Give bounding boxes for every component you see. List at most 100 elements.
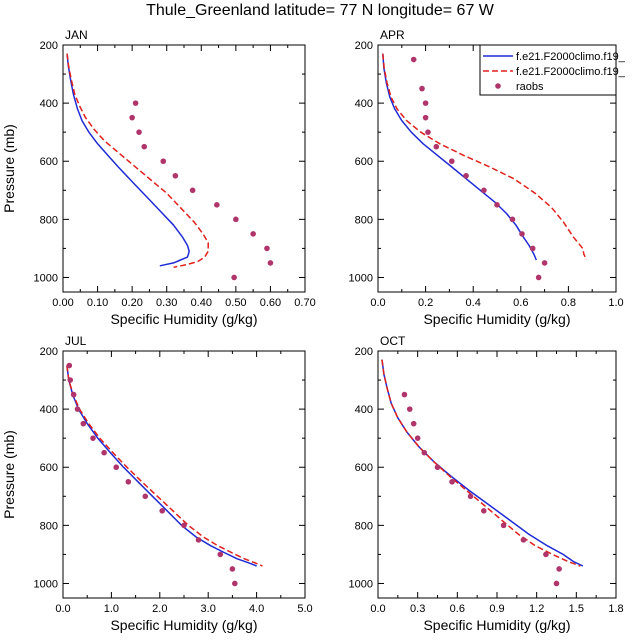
raobs-point	[433, 143, 440, 150]
series-model1-line	[382, 53, 537, 261]
series-model2-line	[381, 359, 581, 567]
y-tick-label: 600	[40, 156, 58, 168]
y-tick-label: 200	[40, 346, 58, 358]
x-tick-label: 0.0	[370, 603, 385, 615]
x-tick-label: 1.0	[104, 603, 119, 615]
raobs-point	[129, 114, 135, 121]
raobs-point	[189, 187, 196, 194]
raobs-point	[529, 245, 536, 252]
y-tick-label: 800	[40, 214, 58, 226]
raobs-point	[181, 522, 187, 529]
raobs-point	[535, 274, 542, 281]
y-tick-label: 400	[40, 404, 58, 416]
figure-title: Thule_Greenland latitude= 77 N longitude…	[146, 2, 494, 19]
panel-label: JAN	[65, 28, 88, 42]
raobs-point	[66, 362, 73, 369]
x-tick-label: 0.8	[561, 297, 576, 309]
raobs-point	[553, 580, 560, 587]
raobs-point	[264, 245, 270, 252]
y-tick-label: 800	[355, 520, 373, 532]
series-model2-line	[66, 365, 263, 567]
raobs-point	[449, 478, 455, 485]
raobs-point	[132, 100, 139, 106]
y-tick-label: 400	[355, 404, 373, 416]
raobs-point	[159, 508, 166, 514]
raobs-point	[419, 85, 425, 92]
raobs-point	[74, 406, 81, 412]
legend-label: raobs	[516, 81, 544, 93]
panel-label: OCT	[380, 334, 406, 348]
y-axis-title: Pressure (mb)	[1, 430, 17, 519]
raobs-point	[172, 172, 179, 179]
series-model2-line	[382, 53, 587, 261]
raobs-point	[463, 172, 469, 179]
y-tick-label: 1000	[349, 578, 373, 590]
x-tick-label: 0.6	[450, 603, 465, 615]
x-tick-label: 0.0	[55, 603, 70, 615]
raobs-point	[70, 391, 77, 398]
x-tick-label: 0.2	[418, 297, 433, 309]
raobs-point	[406, 406, 413, 412]
plot-frame	[62, 44, 306, 293]
y-tick-label: 600	[355, 462, 373, 474]
raobs-point	[67, 377, 74, 383]
series-model2-line	[66, 53, 209, 269]
y-tick-label: 1000	[34, 272, 58, 284]
series-model1-line	[381, 359, 584, 567]
raobs-point	[467, 493, 474, 500]
x-tick-label: 0.3	[410, 603, 425, 615]
x-tick-label: 0.50	[225, 297, 246, 309]
x-tick-label: 0.20	[121, 297, 142, 309]
raobs-point	[543, 551, 549, 558]
raobs-point	[434, 464, 441, 471]
y-tick-label: 800	[355, 214, 373, 226]
x-axis-title: Specific Humidity (g/kg)	[423, 311, 570, 327]
x-axis-title: Specific Humidity (g/kg)	[110, 311, 257, 327]
legend-box	[479, 44, 617, 96]
raobs-point	[519, 231, 525, 237]
raobs-point	[422, 100, 429, 106]
raobs-point	[422, 114, 429, 121]
y-tick-label: 200	[355, 40, 373, 52]
series-model1-line	[66, 365, 257, 567]
x-tick-label: 0.10	[87, 297, 108, 309]
raobs-point	[142, 493, 149, 500]
raobs-point	[500, 522, 507, 529]
panel-label: JUL	[65, 334, 87, 348]
panel-jan: 200 400 600 800 1000 0.00 0.10 0.20 0.30 0.40 0.50…	[1, 28, 316, 327]
raobs-point	[195, 537, 202, 543]
raobs-point	[410, 56, 417, 63]
raobs-point	[267, 260, 274, 266]
raobs-point	[414, 435, 421, 441]
raobs-point	[481, 187, 487, 194]
x-tick-label: 0.4	[466, 297, 481, 309]
raobs-point	[520, 537, 527, 543]
y-tick-label: 400	[40, 98, 58, 110]
y-tick-label: 800	[40, 520, 58, 532]
x-tick-label: 0.6	[513, 297, 528, 309]
raobs-point	[229, 566, 236, 572]
legend-label: f.e21.F2000climo.f19_	[516, 66, 626, 78]
raobs-point	[250, 231, 256, 237]
panel-label: APR	[380, 28, 405, 42]
y-tick-label: 600	[40, 462, 58, 474]
x-tick-label: 0.40	[191, 297, 212, 309]
y-tick-label: 1000	[34, 578, 58, 590]
plot-frame	[377, 350, 617, 599]
raobs-point	[231, 274, 237, 281]
raobs-point	[425, 129, 431, 135]
raobs-point	[509, 216, 516, 223]
y-axis-title: Pressure (mb)	[1, 124, 17, 213]
raobs-point	[113, 464, 120, 471]
raobs-point	[80, 420, 87, 427]
legend-label: f.e21.F2000climo.f19_	[516, 51, 626, 63]
panel-jul: 200 400 600 800 1000 0.0 1.0 2.0 3.0 4.0 5.0 JUL Spe…	[1, 334, 313, 633]
raobs-point	[494, 202, 500, 208]
raobs-point	[136, 129, 142, 135]
x-tick-label: 1.8	[608, 603, 623, 615]
x-tick-label: 0.00	[52, 297, 73, 309]
panel-apr: 200 400 600 800 1000 0.0 0.2 0.4 0.6 0.8 1.0 APR Spe…	[349, 28, 624, 327]
x-tick-label: 2.0	[152, 603, 167, 615]
